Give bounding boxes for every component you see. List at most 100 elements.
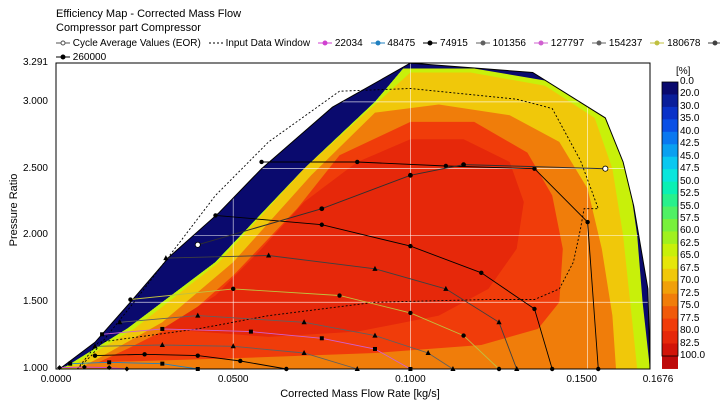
y-tick-label: 2.500 bbox=[22, 162, 48, 174]
legend-label: 22034 bbox=[332, 38, 363, 49]
legend-item[interactable]: 48475 bbox=[370, 37, 415, 51]
speed-line-22034 bbox=[59, 366, 127, 370]
legend-item[interactable]: 260000 bbox=[56, 51, 106, 65]
legend-label: 260000 bbox=[70, 52, 107, 63]
y-axis-label-wrap: Pressure Ratio bbox=[8, 174, 20, 247]
legend-row-2: 260000 bbox=[56, 51, 720, 65]
x-axis-label: Corrected Mass Flow Rate [kg/s] bbox=[280, 388, 440, 400]
speed-point bbox=[230, 343, 236, 349]
colorbar-label: 72.5 bbox=[680, 287, 700, 299]
colorbar-swatch bbox=[662, 231, 678, 245]
speed-point bbox=[408, 243, 413, 249]
colorbar-swatch bbox=[662, 194, 678, 208]
speed-line-23355 bbox=[215, 214, 553, 370]
speed-point bbox=[372, 265, 378, 271]
chart-subtitle: Compressor part Compressor bbox=[56, 22, 201, 34]
colorbar-label: 55.0 bbox=[680, 200, 700, 212]
y-tick-label: 2.000 bbox=[22, 229, 48, 241]
colorbar-label: 65.0 bbox=[680, 250, 700, 262]
speed-point bbox=[496, 319, 502, 325]
legend-label: 154237 bbox=[606, 38, 643, 49]
colorbar-label: 30.0 bbox=[680, 100, 700, 112]
speed-point bbox=[461, 333, 466, 338]
speed-line-260000 bbox=[261, 161, 599, 370]
legend-marker-icon bbox=[56, 54, 70, 60]
colorbar-swatch bbox=[662, 281, 678, 295]
colorbar-label: 20.0 bbox=[680, 88, 700, 100]
legend-label: 101356 bbox=[489, 38, 526, 49]
legend-item[interactable]: Input Data Window bbox=[208, 37, 310, 51]
speed-point bbox=[248, 329, 253, 334]
speed-point bbox=[81, 364, 87, 370]
speed-point bbox=[532, 306, 537, 312]
operating-point bbox=[319, 206, 325, 212]
speed-point bbox=[319, 336, 324, 341]
x-tick-label: 0.0000 bbox=[40, 374, 72, 385]
efficiency-fill bbox=[59, 63, 650, 369]
colorbar-swatch bbox=[662, 94, 678, 108]
colorbar-swatch bbox=[662, 356, 678, 369]
operating-point bbox=[408, 172, 413, 178]
legend-item[interactable]: 207119 bbox=[708, 37, 720, 51]
colorbar-swatch bbox=[662, 169, 678, 183]
legend-marker-icon bbox=[650, 40, 665, 46]
colorbar-label: 100.0 bbox=[680, 350, 706, 361]
legend-marker-icon bbox=[534, 40, 548, 46]
speed-point bbox=[160, 326, 165, 331]
colorbar-swatch bbox=[662, 306, 678, 320]
colorbar-label: 52.5 bbox=[680, 188, 700, 200]
speed-point bbox=[355, 159, 360, 165]
colorbar-swatch bbox=[662, 106, 678, 120]
colorbar-label: 47.5 bbox=[680, 163, 700, 175]
y-tick-label: 1.000 bbox=[22, 363, 48, 374]
speed-point bbox=[372, 346, 377, 351]
legend-item[interactable]: 154237 bbox=[592, 37, 642, 51]
colorbar-label: 80.0 bbox=[680, 325, 700, 337]
speed-point bbox=[92, 353, 98, 358]
speed-point bbox=[337, 293, 342, 298]
colorbar-label: 50.0 bbox=[680, 175, 700, 187]
colorbar-swatch bbox=[662, 131, 678, 145]
legend-item[interactable]: 127797 bbox=[534, 37, 584, 51]
speed-point bbox=[107, 360, 112, 365]
colorbar-label: 45.0 bbox=[680, 150, 700, 162]
legend-item[interactable]: 180678 bbox=[650, 37, 700, 51]
colorbar-unit: [%] bbox=[676, 66, 691, 77]
speed-line-127797 bbox=[102, 328, 411, 370]
speed-point bbox=[213, 213, 218, 218]
speed-point bbox=[532, 166, 537, 171]
operating-point bbox=[461, 162, 466, 168]
legend-item[interactable]: Cycle Average Values (EOR) bbox=[56, 37, 201, 51]
legend-label: 74915 bbox=[437, 38, 468, 49]
speed-line-180678 bbox=[130, 288, 500, 370]
efficiency-region bbox=[162, 139, 524, 337]
colorbar-label: 77.5 bbox=[680, 312, 700, 324]
legend-item[interactable]: 101356 bbox=[475, 37, 526, 51]
speed-point bbox=[117, 319, 123, 325]
colorbar-swatch bbox=[662, 343, 678, 357]
legend-label: 180678 bbox=[664, 38, 701, 49]
speed-point bbox=[443, 163, 449, 169]
colorbar-swatch bbox=[662, 293, 678, 307]
speed-point bbox=[301, 349, 307, 355]
plot-frame bbox=[55, 62, 651, 370]
colorbar-swatch bbox=[662, 268, 678, 282]
legend-marker-icon bbox=[318, 40, 333, 46]
operating-point bbox=[602, 165, 609, 172]
input-data-window bbox=[76, 88, 599, 370]
colorbar-label: 82.5 bbox=[680, 337, 700, 349]
speed-point bbox=[238, 358, 243, 364]
legend-marker-icon bbox=[592, 40, 607, 46]
legend-item[interactable]: 74915 bbox=[423, 37, 468, 51]
speed-point bbox=[479, 270, 484, 276]
colorbar-label: 60.0 bbox=[680, 225, 700, 237]
legend-label: 127797 bbox=[548, 38, 585, 49]
legend-marker-icon bbox=[708, 40, 720, 46]
speed-point bbox=[68, 361, 73, 366]
colorbar-label: 40.0 bbox=[680, 125, 700, 137]
legend-item[interactable]: 22034 bbox=[318, 37, 363, 51]
colorbar-label: 67.5 bbox=[680, 262, 700, 274]
speed-point bbox=[425, 349, 431, 355]
y-tick-label: 1.500 bbox=[22, 296, 48, 308]
